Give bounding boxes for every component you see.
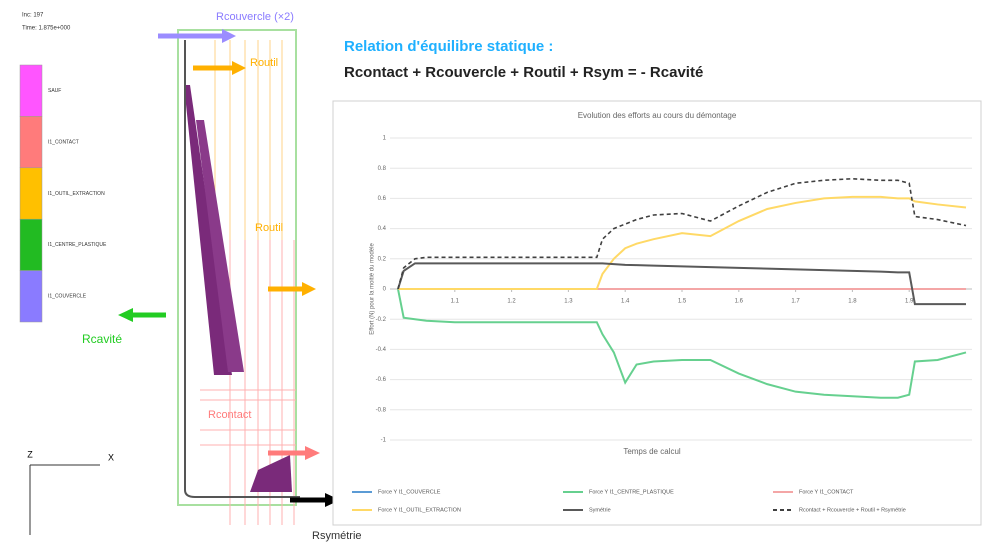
simulation-view: Z X Inc: 197 Time: 1.875e+000 Rcouvercle… xyxy=(22,11,362,542)
force-label: Routil xyxy=(250,57,278,69)
x-tick-label: 1.4 xyxy=(621,299,630,305)
x-tick-label: 1.5 xyxy=(678,299,687,305)
arrowhead xyxy=(305,446,320,460)
x-tick-label: 1.1 xyxy=(451,299,460,305)
x-axis-label: Temps de calcul xyxy=(623,447,681,456)
legend-label: Rcontact + Rcouvercle + Routil + Rsymétr… xyxy=(799,507,906,513)
y-tick-label: 0.6 xyxy=(378,196,387,202)
force-label: Routil xyxy=(255,222,283,234)
force-label: Rcavité xyxy=(82,332,122,346)
y-tick-label: -0.8 xyxy=(376,407,387,413)
contact-part xyxy=(250,455,292,492)
color-swatch xyxy=(20,219,42,270)
y-tick-label: -0.2 xyxy=(376,317,387,323)
page: Z X Inc: 197 Time: 1.875e+000 Rcouvercle… xyxy=(0,0,984,547)
legend-label: Force Y I1_COUVERCLE xyxy=(378,489,441,495)
force-label: Rcouvercle (×2) xyxy=(216,11,294,23)
x-tick-label: 1.3 xyxy=(564,299,573,305)
y-tick-label: -1 xyxy=(381,438,387,444)
boundary xyxy=(185,40,300,497)
y-tick-label: 0.4 xyxy=(378,226,387,232)
color-swatch xyxy=(20,65,42,116)
y-tick-label: -0.6 xyxy=(376,377,387,383)
equation: Rcontact + Rcouvercle + Routil + Rsym = … xyxy=(344,64,703,81)
color-label: I1_CONTACT xyxy=(48,139,79,145)
arrowhead xyxy=(118,308,133,322)
legend-label: Force Y I1_CONTACT xyxy=(799,489,854,495)
force-label: Rcontact xyxy=(208,409,251,421)
x-tick-label: 1.2 xyxy=(507,299,516,305)
x-tick-label: 1.6 xyxy=(735,299,744,305)
y-tick-label: 0.8 xyxy=(378,166,387,172)
axis-name: X xyxy=(108,452,114,462)
color-label: I1_CENTRE_PLASTIQUE xyxy=(48,242,107,248)
x-tick-label: 1.8 xyxy=(848,299,857,305)
legend-label: Symétrie xyxy=(589,507,611,513)
axis-name: Z xyxy=(27,449,33,459)
info: Inc: 197 xyxy=(22,13,44,19)
legend-label: Force Y I1_CENTRE_PLASTIQUE xyxy=(589,489,674,495)
arrowhead xyxy=(302,282,316,296)
chart-frame xyxy=(333,101,981,525)
color-label: I1_COUVERCLE xyxy=(48,294,87,300)
color-swatch xyxy=(20,168,42,219)
y-tick-label: 0.2 xyxy=(378,256,387,262)
force-label: Rsymétrie xyxy=(312,530,362,542)
color-swatch xyxy=(20,271,42,322)
info: Time: 1.875e+000 xyxy=(22,26,71,32)
color-label: I1_OUTIL_EXTRACTION xyxy=(48,191,105,197)
color-label: SAUF xyxy=(48,88,61,94)
x-tick-label: 1.9 xyxy=(905,299,914,305)
legend-label: Force Y I1_OUTIL_EXTRACTION xyxy=(378,507,461,513)
y-tick-label: -0.4 xyxy=(376,347,387,353)
color-swatch xyxy=(20,116,42,167)
x-tick-label: 1.7 xyxy=(791,299,800,305)
domain-outline xyxy=(178,30,296,505)
equation-title: Relation d'équilibre statique : xyxy=(344,38,553,55)
arrowhead xyxy=(232,61,246,75)
arrowhead xyxy=(222,29,236,43)
chart-title: Evolution des efforts au cours du démont… xyxy=(578,111,737,120)
